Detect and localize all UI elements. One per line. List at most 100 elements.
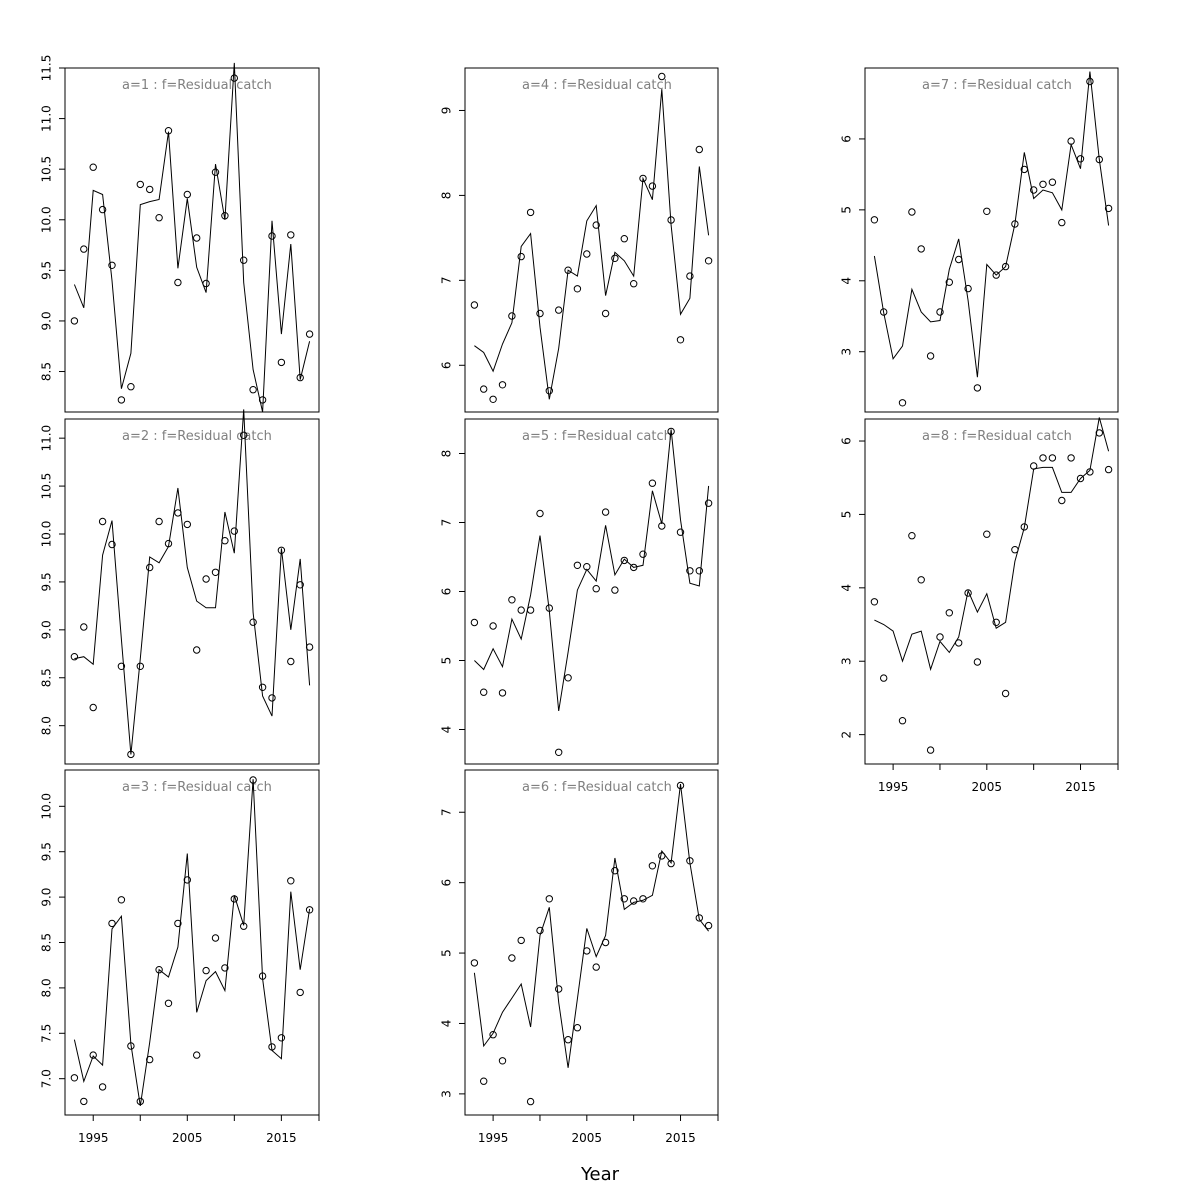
y-tick-label: 8.5 xyxy=(40,933,54,952)
observed-point xyxy=(704,499,713,507)
panel-title: a=1 : f=Residual catch xyxy=(122,78,272,93)
observed-point xyxy=(545,387,553,395)
observed-point xyxy=(898,717,907,725)
observed-point xyxy=(508,596,516,604)
observed-point xyxy=(926,352,935,360)
observed-point xyxy=(296,581,304,589)
y-tick-label: 7 xyxy=(440,808,454,816)
fitted-series-line xyxy=(473,784,709,1068)
observed-point xyxy=(1011,220,1019,228)
fitted-series-line xyxy=(73,62,311,413)
x-tick-label: 2005 xyxy=(572,1131,603,1145)
observed-point xyxy=(230,74,239,82)
y-tick-label: 8.0 xyxy=(40,716,54,735)
y-tick-label: 5 xyxy=(440,657,454,665)
panel-frame xyxy=(464,67,719,413)
y-tick-label: 2 xyxy=(840,731,854,739)
fitted-series-line xyxy=(74,409,311,755)
observed-point xyxy=(136,662,145,670)
observed-point xyxy=(146,1055,154,1064)
y-tick-label: 8 xyxy=(440,450,454,458)
observed-point xyxy=(945,278,953,286)
y-tick-label: 11.0 xyxy=(40,425,54,452)
observed-point xyxy=(1048,454,1057,462)
observed-point xyxy=(686,857,694,865)
observed-point xyxy=(695,145,703,154)
observed-point xyxy=(564,674,572,682)
fitted-series-line xyxy=(474,429,710,711)
observed-point xyxy=(601,508,610,516)
observed-point xyxy=(639,895,647,903)
x-tick-label: 2015 xyxy=(266,1131,297,1145)
x-tick-label: 2015 xyxy=(665,1131,696,1145)
observed-point xyxy=(648,862,657,870)
observed-point xyxy=(480,385,488,393)
observed-point xyxy=(183,876,192,884)
observed-point xyxy=(287,231,295,239)
observed-point xyxy=(146,185,154,194)
y-tick-label: 9 xyxy=(440,107,454,115)
panel-7: 3 4 5 6 a=7 : f=Residual catch xyxy=(840,67,1119,413)
observed-point xyxy=(136,1097,145,1106)
y-tick-label: 11.0 xyxy=(40,105,54,132)
observed-point xyxy=(908,532,916,540)
observed-point xyxy=(108,919,116,928)
y-tick-label: 10.0 xyxy=(40,206,54,233)
fitted-series-line xyxy=(874,417,1110,672)
observed-point xyxy=(1095,155,1104,164)
observed-point xyxy=(686,567,694,575)
observed-point xyxy=(583,250,591,258)
observed-point xyxy=(155,966,163,974)
observed-point xyxy=(973,658,982,666)
observed-point xyxy=(526,1097,535,1106)
x-tick-label: 2015 xyxy=(1065,780,1096,794)
y-tick-label: 9.0 xyxy=(40,888,54,907)
observed-point xyxy=(70,1074,79,1082)
y-tick-label: 3 xyxy=(840,657,854,665)
y-tick-label: 6 xyxy=(440,361,454,369)
observed-point xyxy=(908,208,916,216)
observed-point xyxy=(611,254,619,262)
observed-point xyxy=(686,272,694,280)
observed-point xyxy=(1076,155,1085,163)
observed-point xyxy=(508,312,516,320)
observed-point xyxy=(992,618,1000,626)
panel-frame xyxy=(864,418,1119,765)
y-tick-label: 8.5 xyxy=(40,362,54,381)
observed-point xyxy=(964,284,972,293)
fitted-series-line xyxy=(73,779,311,1106)
observed-point xyxy=(136,180,145,189)
observed-point xyxy=(108,261,116,269)
observed-point xyxy=(536,309,544,318)
observed-point xyxy=(630,563,638,572)
observed-point xyxy=(630,897,638,905)
observed-point xyxy=(1067,454,1075,462)
observed-point xyxy=(620,235,628,243)
observed-point xyxy=(117,662,126,670)
observed-point xyxy=(202,966,210,975)
observed-point xyxy=(564,1036,572,1044)
observed-point xyxy=(155,517,163,526)
observed-point xyxy=(164,539,173,548)
y-tick-label: 4 xyxy=(440,1020,454,1028)
observed-point xyxy=(545,604,553,612)
observed-point xyxy=(1020,165,1029,174)
observed-point xyxy=(240,431,248,439)
observed-point xyxy=(936,633,944,641)
observed-point xyxy=(1095,429,1104,437)
observed-point xyxy=(127,383,135,391)
panel-frame xyxy=(64,67,320,413)
observed-point xyxy=(89,703,97,712)
panel-4: 6 7 8 9 a=4 : f=Residual catch xyxy=(440,67,719,413)
observed-point xyxy=(573,1024,582,1032)
observed-point xyxy=(117,396,126,404)
observed-point xyxy=(230,527,239,535)
y-tick-label: 6 xyxy=(840,135,854,143)
observed-point xyxy=(498,1057,507,1065)
observed-point xyxy=(880,674,888,682)
observed-point xyxy=(676,781,685,790)
x-axis-label: Year xyxy=(580,1164,620,1185)
y-tick-label: 8.0 xyxy=(40,978,54,997)
y-tick-label: 7 xyxy=(440,277,454,285)
fitted-series-line xyxy=(873,71,1110,378)
